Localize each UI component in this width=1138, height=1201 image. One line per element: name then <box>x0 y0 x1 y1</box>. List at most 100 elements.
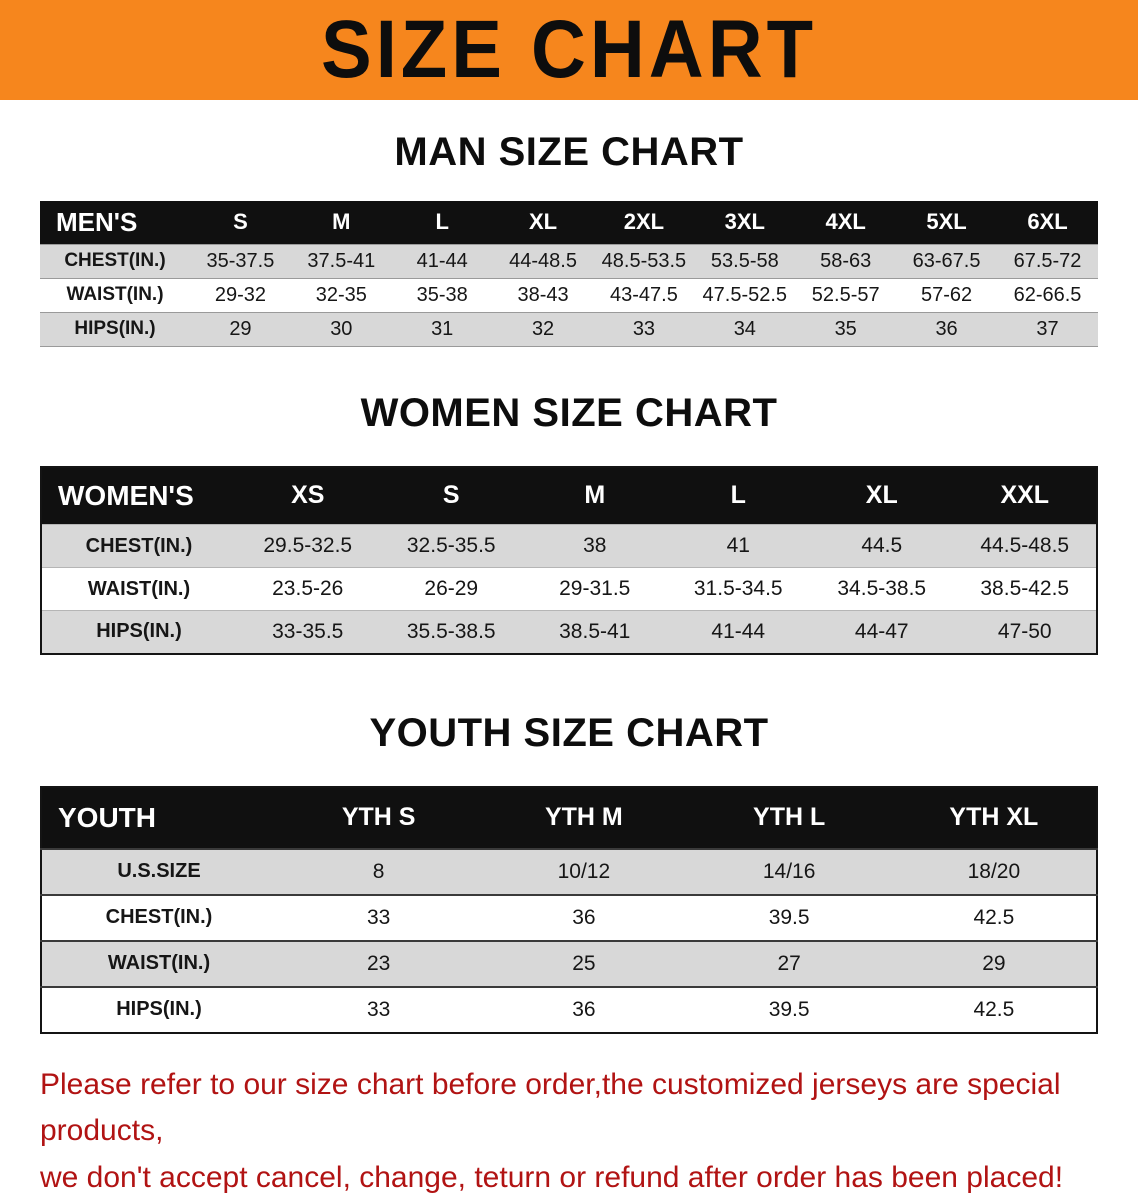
size-value-cell: 10/12 <box>481 849 686 895</box>
size-value-cell: 8 <box>276 849 481 895</box>
size-value-cell: 67.5-72 <box>997 244 1098 278</box>
size-column-header: XXL <box>954 467 1098 525</box>
size-column-header: L <box>667 467 811 525</box>
row-label: CHEST(IN.) <box>40 244 190 278</box>
disclaimer-line-1: Please refer to our size chart before or… <box>40 1062 1108 1155</box>
size-column-header: L <box>392 201 493 244</box>
size-value-cell: 34.5-38.5 <box>810 568 954 611</box>
size-value-cell: 33 <box>276 895 481 941</box>
size-column-header: S <box>380 467 524 525</box>
size-value-cell: 41-44 <box>667 611 811 654</box>
size-value-cell: 35 <box>795 312 896 346</box>
size-value-cell: 53.5-58 <box>694 244 795 278</box>
size-value-cell: 47.5-52.5 <box>694 278 795 312</box>
size-value-cell: 35.5-38.5 <box>380 611 524 654</box>
size-value-cell: 14/16 <box>687 849 892 895</box>
size-value-cell: 36 <box>481 987 686 1033</box>
size-column-header: 5XL <box>896 201 997 244</box>
size-value-cell: 29 <box>892 941 1097 987</box>
size-value-cell: 29-32 <box>190 278 291 312</box>
size-value-cell: 27 <box>687 941 892 987</box>
size-value-cell: 52.5-57 <box>795 278 896 312</box>
size-value-cell: 38.5-42.5 <box>954 568 1098 611</box>
size-value-cell: 44.5 <box>810 525 954 568</box>
size-value-cell: 31 <box>392 312 493 346</box>
row-label: WAIST(IN.) <box>40 278 190 312</box>
size-value-cell: 34 <box>694 312 795 346</box>
size-value-cell: 63-67.5 <box>896 244 997 278</box>
row-label: HIPS(IN.) <box>41 987 276 1033</box>
size-value-cell: 36 <box>896 312 997 346</box>
row-label: WAIST(IN.) <box>41 941 276 987</box>
table-corner-label: YOUTH <box>41 787 276 849</box>
size-column-header: YTH M <box>481 787 686 849</box>
size-value-cell: 39.5 <box>687 895 892 941</box>
size-value-cell: 32-35 <box>291 278 392 312</box>
size-chart-banner: SIZE CHART <box>0 0 1138 100</box>
size-column-header: M <box>291 201 392 244</box>
size-value-cell: 43-47.5 <box>594 278 695 312</box>
row-label: CHEST(IN.) <box>41 895 276 941</box>
size-value-cell: 47-50 <box>954 611 1098 654</box>
size-value-cell: 23 <box>276 941 481 987</box>
size-value-cell: 30 <box>291 312 392 346</box>
size-value-cell: 18/20 <box>892 849 1097 895</box>
row-label: HIPS(IN.) <box>40 312 190 346</box>
size-value-cell: 41-44 <box>392 244 493 278</box>
size-column-header: XL <box>810 467 954 525</box>
size-value-cell: 36 <box>481 895 686 941</box>
size-value-cell: 44-47 <box>810 611 954 654</box>
youth-chart-heading: YOUTH SIZE CHART <box>0 711 1138 756</box>
size-value-cell: 57-62 <box>896 278 997 312</box>
size-value-cell: 38-43 <box>493 278 594 312</box>
disclaimer-note: Please refer to our size chart before or… <box>40 1062 1108 1201</box>
size-value-cell: 37 <box>997 312 1098 346</box>
size-value-cell: 29.5-32.5 <box>236 525 380 568</box>
size-value-cell: 62-66.5 <box>997 278 1098 312</box>
banner-title: SIZE CHART <box>321 9 817 91</box>
size-value-cell: 42.5 <box>892 895 1097 941</box>
size-column-header: YTH S <box>276 787 481 849</box>
men-chart-heading: MAN SIZE CHART <box>0 130 1138 175</box>
size-value-cell: 29 <box>190 312 291 346</box>
size-value-cell: 31.5-34.5 <box>667 568 811 611</box>
size-value-cell: 58-63 <box>795 244 896 278</box>
size-column-header: S <box>190 201 291 244</box>
row-label: WAIST(IN.) <box>41 568 236 611</box>
size-value-cell: 35-38 <box>392 278 493 312</box>
size-value-cell: 39.5 <box>687 987 892 1033</box>
size-column-header: 3XL <box>694 201 795 244</box>
size-value-cell: 32 <box>493 312 594 346</box>
size-column-header: XS <box>236 467 380 525</box>
size-value-cell: 38.5-41 <box>523 611 667 654</box>
size-column-header: 2XL <box>594 201 695 244</box>
size-value-cell: 44-48.5 <box>493 244 594 278</box>
disclaimer-line-2: we don't accept cancel, change, teturn o… <box>40 1155 1108 1201</box>
size-value-cell: 33 <box>276 987 481 1033</box>
size-value-cell: 23.5-26 <box>236 568 380 611</box>
size-column-header: 6XL <box>997 201 1098 244</box>
size-value-cell: 42.5 <box>892 987 1097 1033</box>
size-value-cell: 32.5-35.5 <box>380 525 524 568</box>
size-value-cell: 29-31.5 <box>523 568 667 611</box>
table-corner-label: WOMEN'S <box>41 467 236 525</box>
size-column-header: 4XL <box>795 201 896 244</box>
size-value-cell: 33-35.5 <box>236 611 380 654</box>
